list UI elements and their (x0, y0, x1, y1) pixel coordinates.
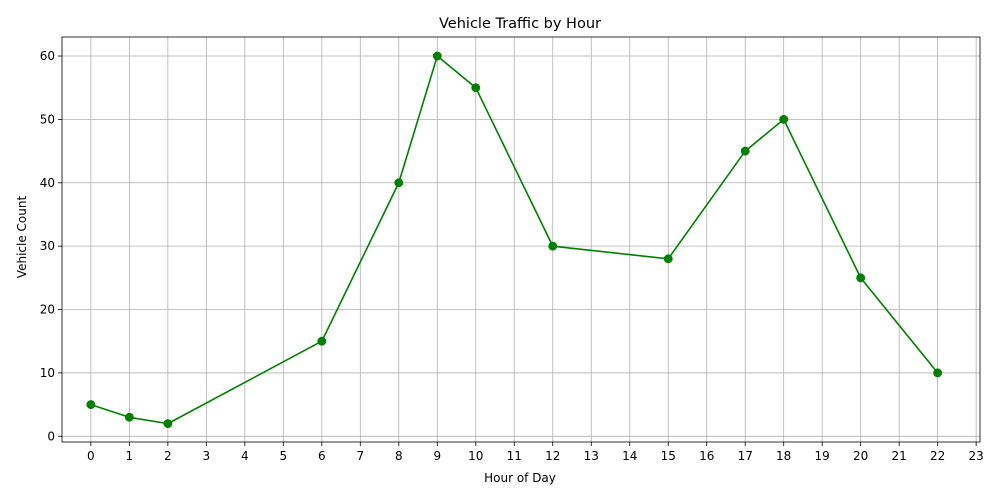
series-layer (86, 51, 943, 429)
data-point (548, 241, 558, 251)
x-tick-label: 0 (87, 449, 95, 463)
axis-ticks: 0 1 2 3 4 5 6 7 8 9 10 11 12 13 14 15 16 17 18 19 20 21 22 2301… (40, 49, 984, 463)
data-point (933, 368, 943, 378)
x-tick-label: 14 (622, 449, 637, 463)
data-point (779, 114, 789, 124)
data-point (163, 419, 173, 429)
x-tick-label: 13 (584, 449, 599, 463)
data-point (124, 412, 134, 422)
data-point (317, 336, 327, 346)
x-tick-label: 2 (164, 449, 172, 463)
x-tick-label: 20 (853, 449, 868, 463)
data-point (740, 146, 750, 156)
y-tick-label: 40 (40, 176, 55, 190)
x-tick-label: 7 (356, 449, 364, 463)
y-tick-label: 20 (40, 303, 55, 317)
data-point (432, 51, 442, 61)
x-tick-label: 23 (969, 449, 984, 463)
x-tick-label: 5 (280, 449, 288, 463)
plot-border (61, 36, 981, 443)
y-tick-label: 30 (40, 239, 55, 253)
y-tick-label: 10 (40, 366, 55, 380)
data-point (663, 254, 673, 264)
x-tick-label: 12 (545, 449, 560, 463)
data-point (86, 400, 96, 410)
x-tick-label: 19 (815, 449, 830, 463)
data-point (394, 178, 404, 188)
x-tick-label: 22 (930, 449, 945, 463)
x-tick-label: 6 (318, 449, 326, 463)
x-tick-label: 21 (892, 449, 907, 463)
x-tick-label: 18 (776, 449, 791, 463)
y-axis-label: Vehicle Count (15, 196, 29, 279)
y-tick-label: 60 (40, 49, 55, 63)
x-tick-label: 1 (126, 449, 134, 463)
data-point (856, 273, 866, 283)
x-tick-label: 16 (699, 449, 714, 463)
x-tick-label: 11 (507, 449, 522, 463)
x-tick-label: 15 (661, 449, 676, 463)
x-axis-label: Hour of Day (484, 471, 556, 485)
data-point (471, 83, 481, 93)
x-tick-label: 10 (468, 449, 483, 463)
x-tick-label: 9 (433, 449, 441, 463)
x-tick-label: 3 (203, 449, 211, 463)
x-tick-label: 4 (241, 449, 249, 463)
plot-frame (61, 36, 981, 443)
y-tick-label: 50 (40, 112, 55, 126)
y-tick-label: 0 (47, 429, 55, 443)
x-tick-label: 8 (395, 449, 403, 463)
chart-title: Vehicle Traffic by Hour (439, 16, 601, 32)
x-tick-label: 17 (738, 449, 753, 463)
